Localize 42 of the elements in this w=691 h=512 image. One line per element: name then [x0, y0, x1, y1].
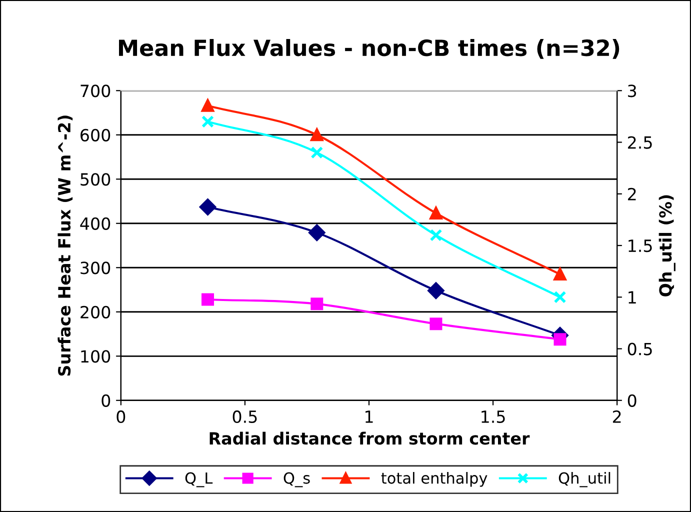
y2-axis-title: Qh_util (%)	[658, 195, 676, 296]
y-tick-label: 300	[80, 262, 110, 274]
y2-tick-label: 2.5	[628, 136, 652, 149]
y-tick-label: 600	[80, 128, 110, 142]
y-tick-label: 400	[80, 217, 110, 230]
point	[308, 224, 326, 241]
y2-tick-label: 0	[628, 394, 636, 407]
legend-label: Qh_util	[558, 472, 610, 488]
point	[202, 293, 214, 306]
legend-label: Q_s	[284, 472, 310, 488]
point	[430, 206, 442, 220]
y-tick-label: 500	[80, 173, 110, 186]
x-tick-label: 2	[612, 410, 621, 423]
x-tick-label: 1.5	[482, 410, 505, 424]
x-axis-title: Radial distance from storm center	[210, 432, 530, 445]
y-tick-label: 700	[80, 84, 110, 98]
y2-tick-label: 0.5	[628, 342, 652, 356]
y2-tick-label: 2	[628, 188, 636, 200]
point	[202, 115, 214, 128]
point	[554, 290, 566, 304]
y-tick-label: 200	[80, 306, 110, 318]
y2-tick-label: 1.5	[628, 240, 652, 252]
point	[430, 228, 442, 242]
point	[202, 99, 214, 112]
point	[310, 146, 324, 159]
y2-tick-label: 1	[628, 291, 636, 304]
point	[554, 333, 566, 346]
x-tick-label: 0	[116, 410, 126, 424]
point	[310, 298, 324, 310]
legend-label: total enthalpy	[381, 472, 488, 487]
x-tick-label: 1	[366, 410, 373, 423]
legend-label: Q_L	[185, 472, 213, 488]
y-tick-label: 0	[102, 394, 110, 407]
y-tick-label: 100	[81, 350, 110, 363]
y-axis-title: Surface Heat Flux (W m^-2)	[58, 116, 73, 376]
chart-title: Mean Flux Values - non-CB times (n=32)	[119, 39, 620, 59]
y2-tick-label: 3	[628, 84, 636, 98]
point	[430, 318, 442, 330]
x-tick-label: 0.5	[232, 410, 257, 424]
point	[310, 128, 324, 142]
point	[199, 198, 216, 216]
point	[428, 282, 444, 299]
